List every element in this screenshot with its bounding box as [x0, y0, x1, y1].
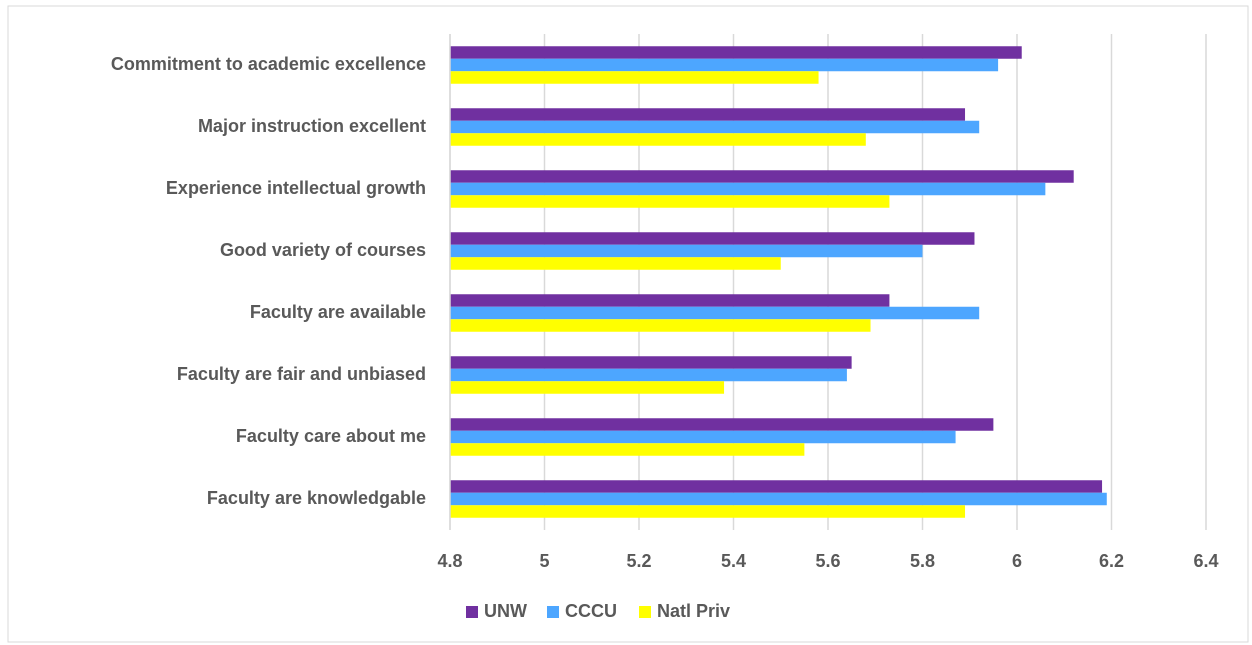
y-tick-label: Faculty are fair and unbiased — [177, 364, 426, 384]
bar — [450, 108, 966, 121]
x-tick-label: 5.6 — [815, 551, 840, 571]
bar — [450, 430, 956, 444]
y-tick-label: Good variety of courses — [220, 240, 426, 260]
y-tick-label: Faculty care about me — [236, 426, 426, 446]
bar — [450, 492, 1107, 506]
legend-swatch — [466, 606, 478, 618]
x-tick-label: 6.4 — [1193, 551, 1218, 571]
x-tick-label: 5.4 — [721, 551, 746, 571]
bar — [450, 319, 871, 332]
bar — [450, 418, 994, 431]
y-tick-label: Faculty are available — [250, 302, 426, 322]
bar — [450, 195, 890, 208]
bar — [450, 480, 1103, 493]
bar — [450, 368, 847, 382]
legend-label: CCCU — [565, 601, 617, 621]
x-tick-label: 6 — [1012, 551, 1022, 571]
legend-swatch — [639, 606, 651, 618]
x-tick-label: 5.8 — [910, 551, 935, 571]
bar — [450, 257, 781, 270]
bar — [450, 356, 852, 369]
bar — [450, 58, 999, 72]
x-tick-label: 5 — [539, 551, 549, 571]
bar — [450, 182, 1046, 196]
y-tick-label: Faculty are knowledgable — [207, 488, 426, 508]
x-tick-label: 6.2 — [1099, 551, 1124, 571]
y-tick-label: Major instruction excellent — [198, 116, 426, 136]
bar — [450, 244, 923, 258]
legend-swatch — [547, 606, 559, 618]
y-tick-label: Experience intellectual growth — [166, 178, 426, 198]
bar — [450, 294, 890, 307]
legend-label: Natl Priv — [657, 601, 730, 621]
bar — [450, 71, 819, 84]
bar — [450, 443, 805, 456]
legend-label: UNW — [484, 601, 527, 621]
bar — [450, 505, 966, 518]
bar — [450, 306, 980, 320]
bar — [450, 170, 1074, 183]
bar — [450, 381, 725, 394]
chart-frame — [7, 5, 1249, 643]
x-tick-label: 5.2 — [626, 551, 651, 571]
y-tick-label: Commitment to academic excellence — [111, 54, 426, 74]
bar — [450, 133, 866, 146]
bar — [450, 120, 980, 134]
x-tick-label: 4.8 — [437, 551, 462, 571]
bar — [450, 232, 975, 245]
bar — [450, 46, 1022, 59]
